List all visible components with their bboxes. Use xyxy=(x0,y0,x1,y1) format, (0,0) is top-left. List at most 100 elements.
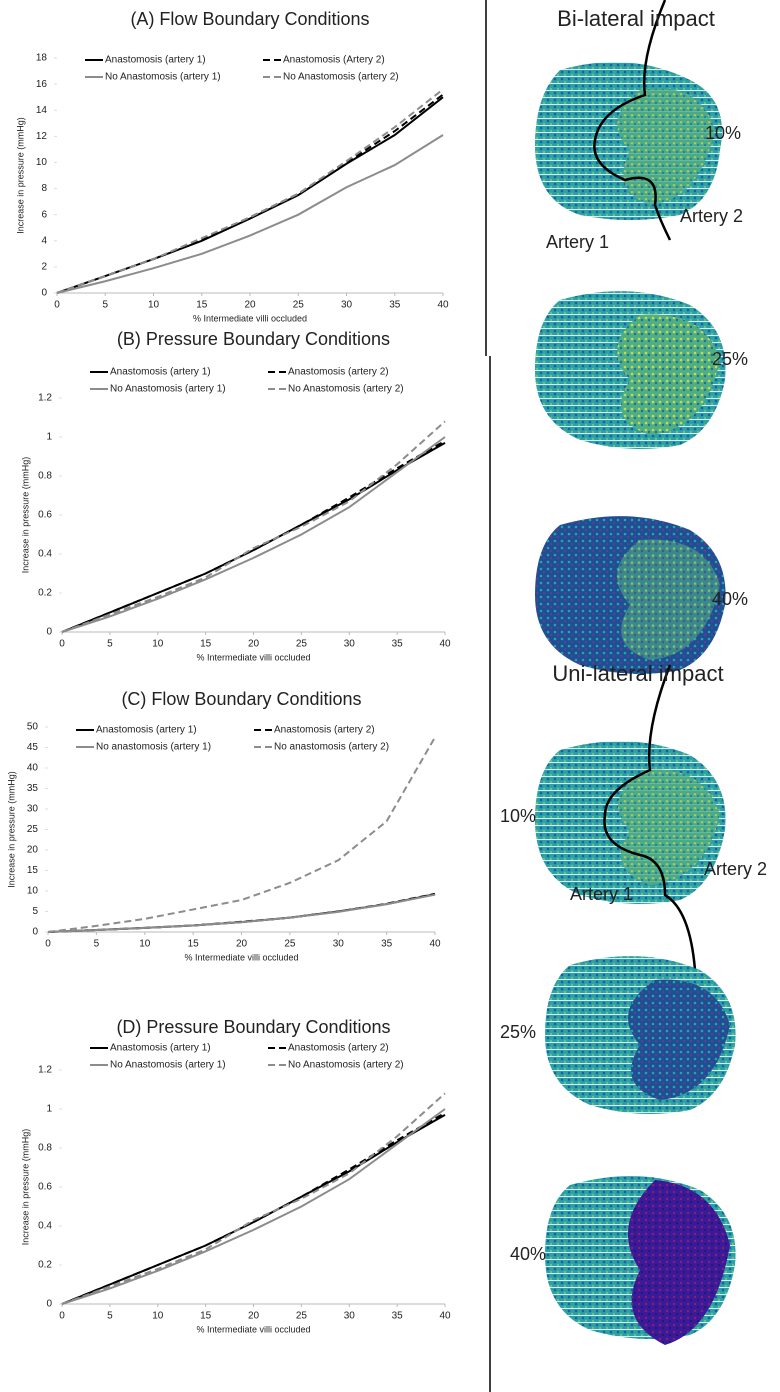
series-line xyxy=(61,436,446,633)
y-tick-label: 20 xyxy=(27,845,39,856)
y-tick-label: 16 xyxy=(36,79,48,90)
y-tick-label: 35 xyxy=(27,783,39,794)
x-tick-label: 0 xyxy=(54,300,60,311)
y-tick-label: 0.8 xyxy=(38,471,52,482)
legend-label: Anastomosis (artery 2) xyxy=(274,725,375,736)
legend-label: No anastomosis (artery 2) xyxy=(274,742,389,753)
panel-title: Uni-lateral impact xyxy=(552,661,723,686)
x-tick-label: 5 xyxy=(107,1311,113,1322)
x-tick-label: 30 xyxy=(344,1311,356,1322)
x-tick-label: 25 xyxy=(293,300,305,311)
y-tick-label: 15 xyxy=(27,865,39,876)
legend-label: Anastomosis (artery 2) xyxy=(288,367,389,378)
x-axis-label: % Intermediate villi occluded xyxy=(196,652,310,662)
y-tick-label: 6 xyxy=(41,209,47,220)
x-tick-label: 40 xyxy=(429,939,441,950)
legend-label: Anastomosis (artery 1) xyxy=(110,1043,211,1054)
legend-label: No Anastomosis (artery 1) xyxy=(110,384,226,395)
series-line xyxy=(47,736,436,933)
y-tick-label: 30 xyxy=(27,804,39,815)
artery-label: Artery 2 xyxy=(704,859,767,879)
y-tick-label: 0.6 xyxy=(38,1182,52,1193)
panel-title: Bi-lateral impact xyxy=(557,6,715,31)
x-tick-label: 30 xyxy=(344,639,356,650)
legend-label: No Anastomosis (artery 2) xyxy=(288,1060,404,1071)
x-tick-label: 35 xyxy=(392,1311,404,1322)
y-axis-label: Increase in pressure (mmHg) xyxy=(20,457,30,574)
legend-label: Anastomosis (Artery 2) xyxy=(283,55,385,66)
percent-label: 10% xyxy=(705,123,741,143)
x-tick-label: 25 xyxy=(296,1311,308,1322)
series-line xyxy=(56,96,444,294)
x-axis-label: % Intermediate villi occluded xyxy=(184,952,298,962)
y-tick-label: 4 xyxy=(41,235,47,246)
y-tick-label: 12 xyxy=(36,131,48,142)
x-tick-label: 0 xyxy=(59,1311,65,1322)
placenta-map xyxy=(535,291,726,449)
placenta-map xyxy=(545,1176,736,1345)
x-tick-label: 0 xyxy=(45,939,51,950)
series-line xyxy=(56,134,444,294)
series-line xyxy=(61,1092,446,1305)
y-tick-label: 45 xyxy=(27,742,39,753)
y-tick-label: 2 xyxy=(41,262,47,273)
chart-title: (D) Pressure Boundary Conditions xyxy=(116,1017,390,1037)
percent-label: 40% xyxy=(510,1244,546,1264)
y-tick-label: 1 xyxy=(46,1104,52,1115)
x-tick-label: 15 xyxy=(200,639,212,650)
x-tick-label: 10 xyxy=(139,939,151,950)
legend-label: No Anastomosis (artery 2) xyxy=(283,72,399,83)
y-tick-label: 8 xyxy=(41,183,47,194)
y-tick-label: 50 xyxy=(27,722,39,733)
series-line xyxy=(47,893,436,933)
x-tick-label: 5 xyxy=(107,639,113,650)
x-tick-label: 20 xyxy=(248,1311,260,1322)
x-tick-label: 40 xyxy=(439,1311,451,1322)
y-tick-label: 18 xyxy=(36,53,48,64)
series-line xyxy=(47,893,436,933)
x-tick-label: 30 xyxy=(341,300,353,311)
chart-title: (B) Pressure Boundary Conditions xyxy=(117,329,390,349)
y-tick-label: 10 xyxy=(27,886,39,897)
x-tick-label: 35 xyxy=(392,639,404,650)
placenta-map xyxy=(535,516,726,674)
y-tick-label: 0 xyxy=(46,1299,52,1310)
placenta-map xyxy=(535,741,726,904)
y-tick-label: 0 xyxy=(32,927,38,938)
chart-title: (A) Flow Boundary Conditions xyxy=(130,9,369,29)
x-tick-label: 40 xyxy=(437,300,449,311)
legend-label: No Anastomosis (artery 1) xyxy=(105,72,221,83)
x-tick-label: 25 xyxy=(284,939,296,950)
legend-label: No Anastomosis (artery 2) xyxy=(288,384,404,395)
y-axis-label: Increase in pressure (mmHg) xyxy=(20,1129,30,1246)
series-line xyxy=(61,440,446,633)
y-tick-label: 1.2 xyxy=(38,1065,52,1076)
y-tick-label: 0 xyxy=(46,627,52,638)
artery-label: Artery 1 xyxy=(570,884,633,904)
y-tick-label: 0.2 xyxy=(38,588,52,599)
x-tick-label: 15 xyxy=(196,300,208,311)
artery-boundary xyxy=(603,664,697,971)
y-tick-label: 0.6 xyxy=(38,510,52,521)
y-axis-label: Increase in pressure (mmHg) xyxy=(6,771,16,888)
x-axis-label: % Intermediate villi occluded xyxy=(193,313,307,323)
x-tick-label: 10 xyxy=(148,300,160,311)
x-axis-label: % Intermediate villi occluded xyxy=(196,1324,310,1334)
y-tick-label: 14 xyxy=(36,105,48,116)
y-tick-label: 0.4 xyxy=(38,1221,52,1232)
placenta-map xyxy=(535,62,722,220)
y-tick-label: 5 xyxy=(32,906,38,917)
x-tick-label: 15 xyxy=(200,1311,212,1322)
percent-label: 25% xyxy=(500,1022,536,1042)
x-tick-label: 40 xyxy=(439,639,451,650)
x-tick-label: 30 xyxy=(333,939,345,950)
y-tick-label: 0.2 xyxy=(38,1260,52,1271)
x-tick-label: 35 xyxy=(381,939,393,950)
placenta-map xyxy=(545,956,736,1114)
series-line xyxy=(61,420,446,633)
chart-title: (C) Flow Boundary Conditions xyxy=(121,689,361,709)
x-tick-label: 15 xyxy=(188,939,200,950)
legend-label: Anastomosis (artery 2) xyxy=(288,1043,389,1054)
legend-label: No Anastomosis (artery 1) xyxy=(110,1060,226,1071)
